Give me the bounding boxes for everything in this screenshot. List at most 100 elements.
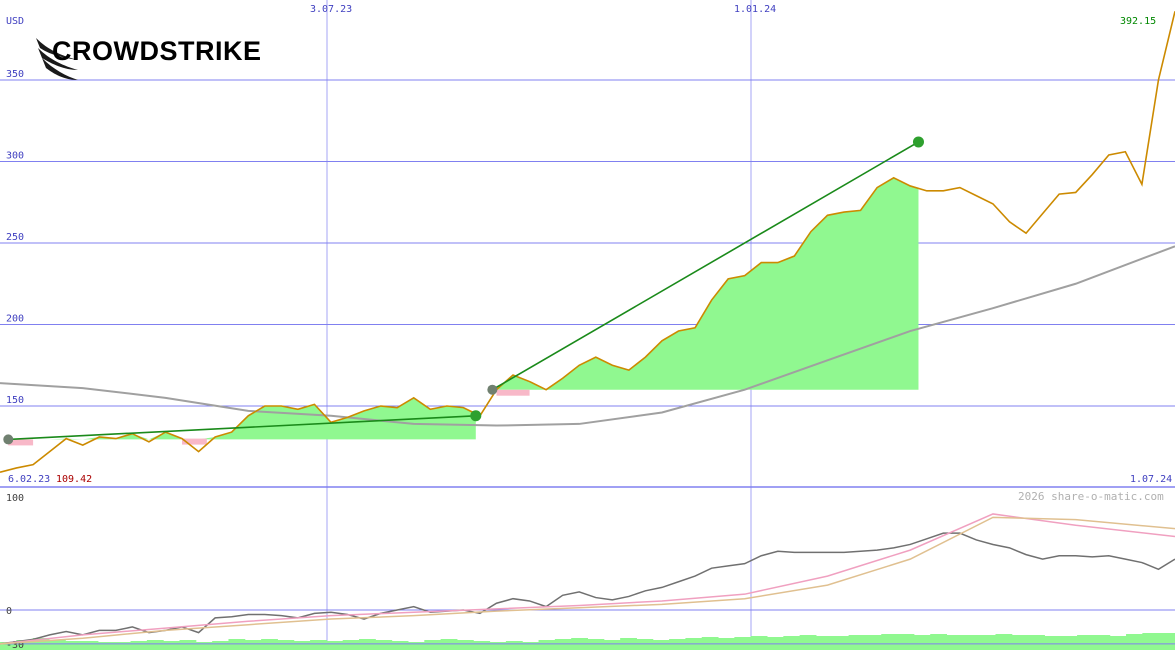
volume-bar: [48, 640, 66, 650]
volume-bar: [587, 639, 605, 650]
volume-bar: [505, 641, 523, 650]
volume-bar: [864, 635, 882, 650]
signal-tan-line: [0, 516, 1175, 645]
volume-bar: [407, 642, 425, 650]
axis-labels: 150 200 250 300 350 3.07.23 1.01.24: [6, 4, 776, 406]
volume-bar: [391, 641, 409, 650]
osc-tick-label: 0: [6, 606, 12, 617]
volume-bar: [97, 642, 115, 650]
trend-line-1: [8, 414, 476, 441]
y-tick-label: 250: [6, 232, 24, 243]
volume-bar: [848, 635, 866, 650]
trend-start-marker: [487, 384, 498, 395]
volume-bar: [946, 635, 964, 650]
trend-end-marker: [470, 410, 482, 422]
volume-bar: [783, 636, 801, 650]
volume-bar: [897, 634, 915, 650]
volume-bar: [881, 634, 899, 650]
volume-bar: [1158, 633, 1175, 650]
volume-bar: [750, 636, 768, 650]
volume-bar: [65, 641, 83, 650]
volume-bar: [1011, 635, 1029, 650]
dip-fill: [8, 439, 34, 446]
currency-label: USD: [6, 16, 24, 27]
osc-tick-label: -30: [6, 640, 24, 650]
osc-tick-label: 100: [6, 493, 24, 504]
volume-bar: [832, 636, 850, 650]
volume-bar: [326, 641, 344, 650]
x-tick-label: 3.07.23: [310, 4, 352, 15]
volume-bar: [930, 634, 948, 650]
volume-bar: [359, 639, 376, 650]
volume-bar: [1028, 635, 1045, 650]
volume-bar: [440, 639, 458, 650]
volume-bar: [1109, 636, 1127, 650]
volume-bar: [244, 640, 262, 650]
volume-bar: [522, 642, 540, 650]
volume-bar: [342, 640, 360, 650]
volume-bar: [212, 641, 229, 650]
volume-bar: [81, 641, 99, 650]
first-price-label: 109.42: [56, 474, 92, 485]
volume-bar: [979, 635, 996, 650]
volume-bar: [1077, 635, 1094, 650]
volume-bar: [538, 640, 556, 650]
volume-bar: [228, 639, 246, 650]
volume-bar: [277, 640, 295, 650]
volume-bar: [1044, 636, 1062, 650]
trend-end-marker: [912, 136, 924, 148]
volume-bar: [603, 640, 621, 650]
volume-bar: [815, 636, 833, 650]
volume-bar: [1126, 634, 1143, 650]
end-date-label: 1.07.24: [1130, 474, 1172, 485]
x-tick-label: 1.01.24: [734, 4, 776, 15]
volume-bar: [375, 640, 393, 650]
volume-bar: [799, 635, 817, 650]
volume-bar: [310, 640, 327, 650]
volume-bar: [261, 639, 278, 650]
price-line: [0, 11, 1175, 473]
dip-fill: [182, 438, 207, 445]
volume-bar: [0, 642, 17, 650]
volume-bar: [554, 639, 572, 650]
volume-bar: [1060, 636, 1078, 650]
trend-start-marker: [3, 434, 14, 445]
logo-text: CROWDSTRIKE: [52, 36, 262, 66]
last-price-label: 392.15: [1120, 16, 1156, 27]
volume-bar: [456, 640, 474, 650]
volume-bar: [473, 641, 491, 650]
volume-bar: [195, 642, 213, 650]
volume-bar: [1142, 633, 1160, 650]
moving-average-line: [0, 245, 1175, 427]
volume-bar: [424, 640, 442, 650]
y-tick-label: 150: [6, 395, 24, 406]
oscillator-panel: 100 0 -30: [0, 493, 1175, 650]
trend-line-2: [491, 141, 919, 391]
trend-fill-1: [8, 397, 476, 440]
volume-bar: [146, 640, 164, 650]
volume-bar: [995, 634, 1013, 650]
volume-bar: [163, 641, 181, 650]
moving-average: [0, 245, 1175, 427]
volume-bar: [652, 640, 670, 650]
volume-bar: [130, 641, 148, 650]
price-series: [0, 11, 1175, 473]
y-tick-label: 300: [6, 151, 24, 162]
volume-bar: [636, 639, 654, 650]
volume-bar: [16, 640, 34, 650]
volume-bar: [1093, 635, 1111, 650]
dip-fill: [496, 389, 530, 396]
volume-bar: [489, 642, 507, 650]
start-date-label: 6.02.23: [8, 474, 50, 485]
crowdstrike-logo: CROWDSTRIKE: [36, 36, 262, 80]
volume-bar: [293, 641, 311, 650]
volume-bar: [913, 635, 931, 650]
volume-bar: [179, 640, 197, 650]
y-tick-label: 350: [6, 69, 24, 80]
trend-lines: [3, 136, 924, 445]
falcon-icon: [36, 38, 78, 80]
volume-bar: [669, 639, 686, 650]
oscillator-line: [0, 532, 1175, 645]
